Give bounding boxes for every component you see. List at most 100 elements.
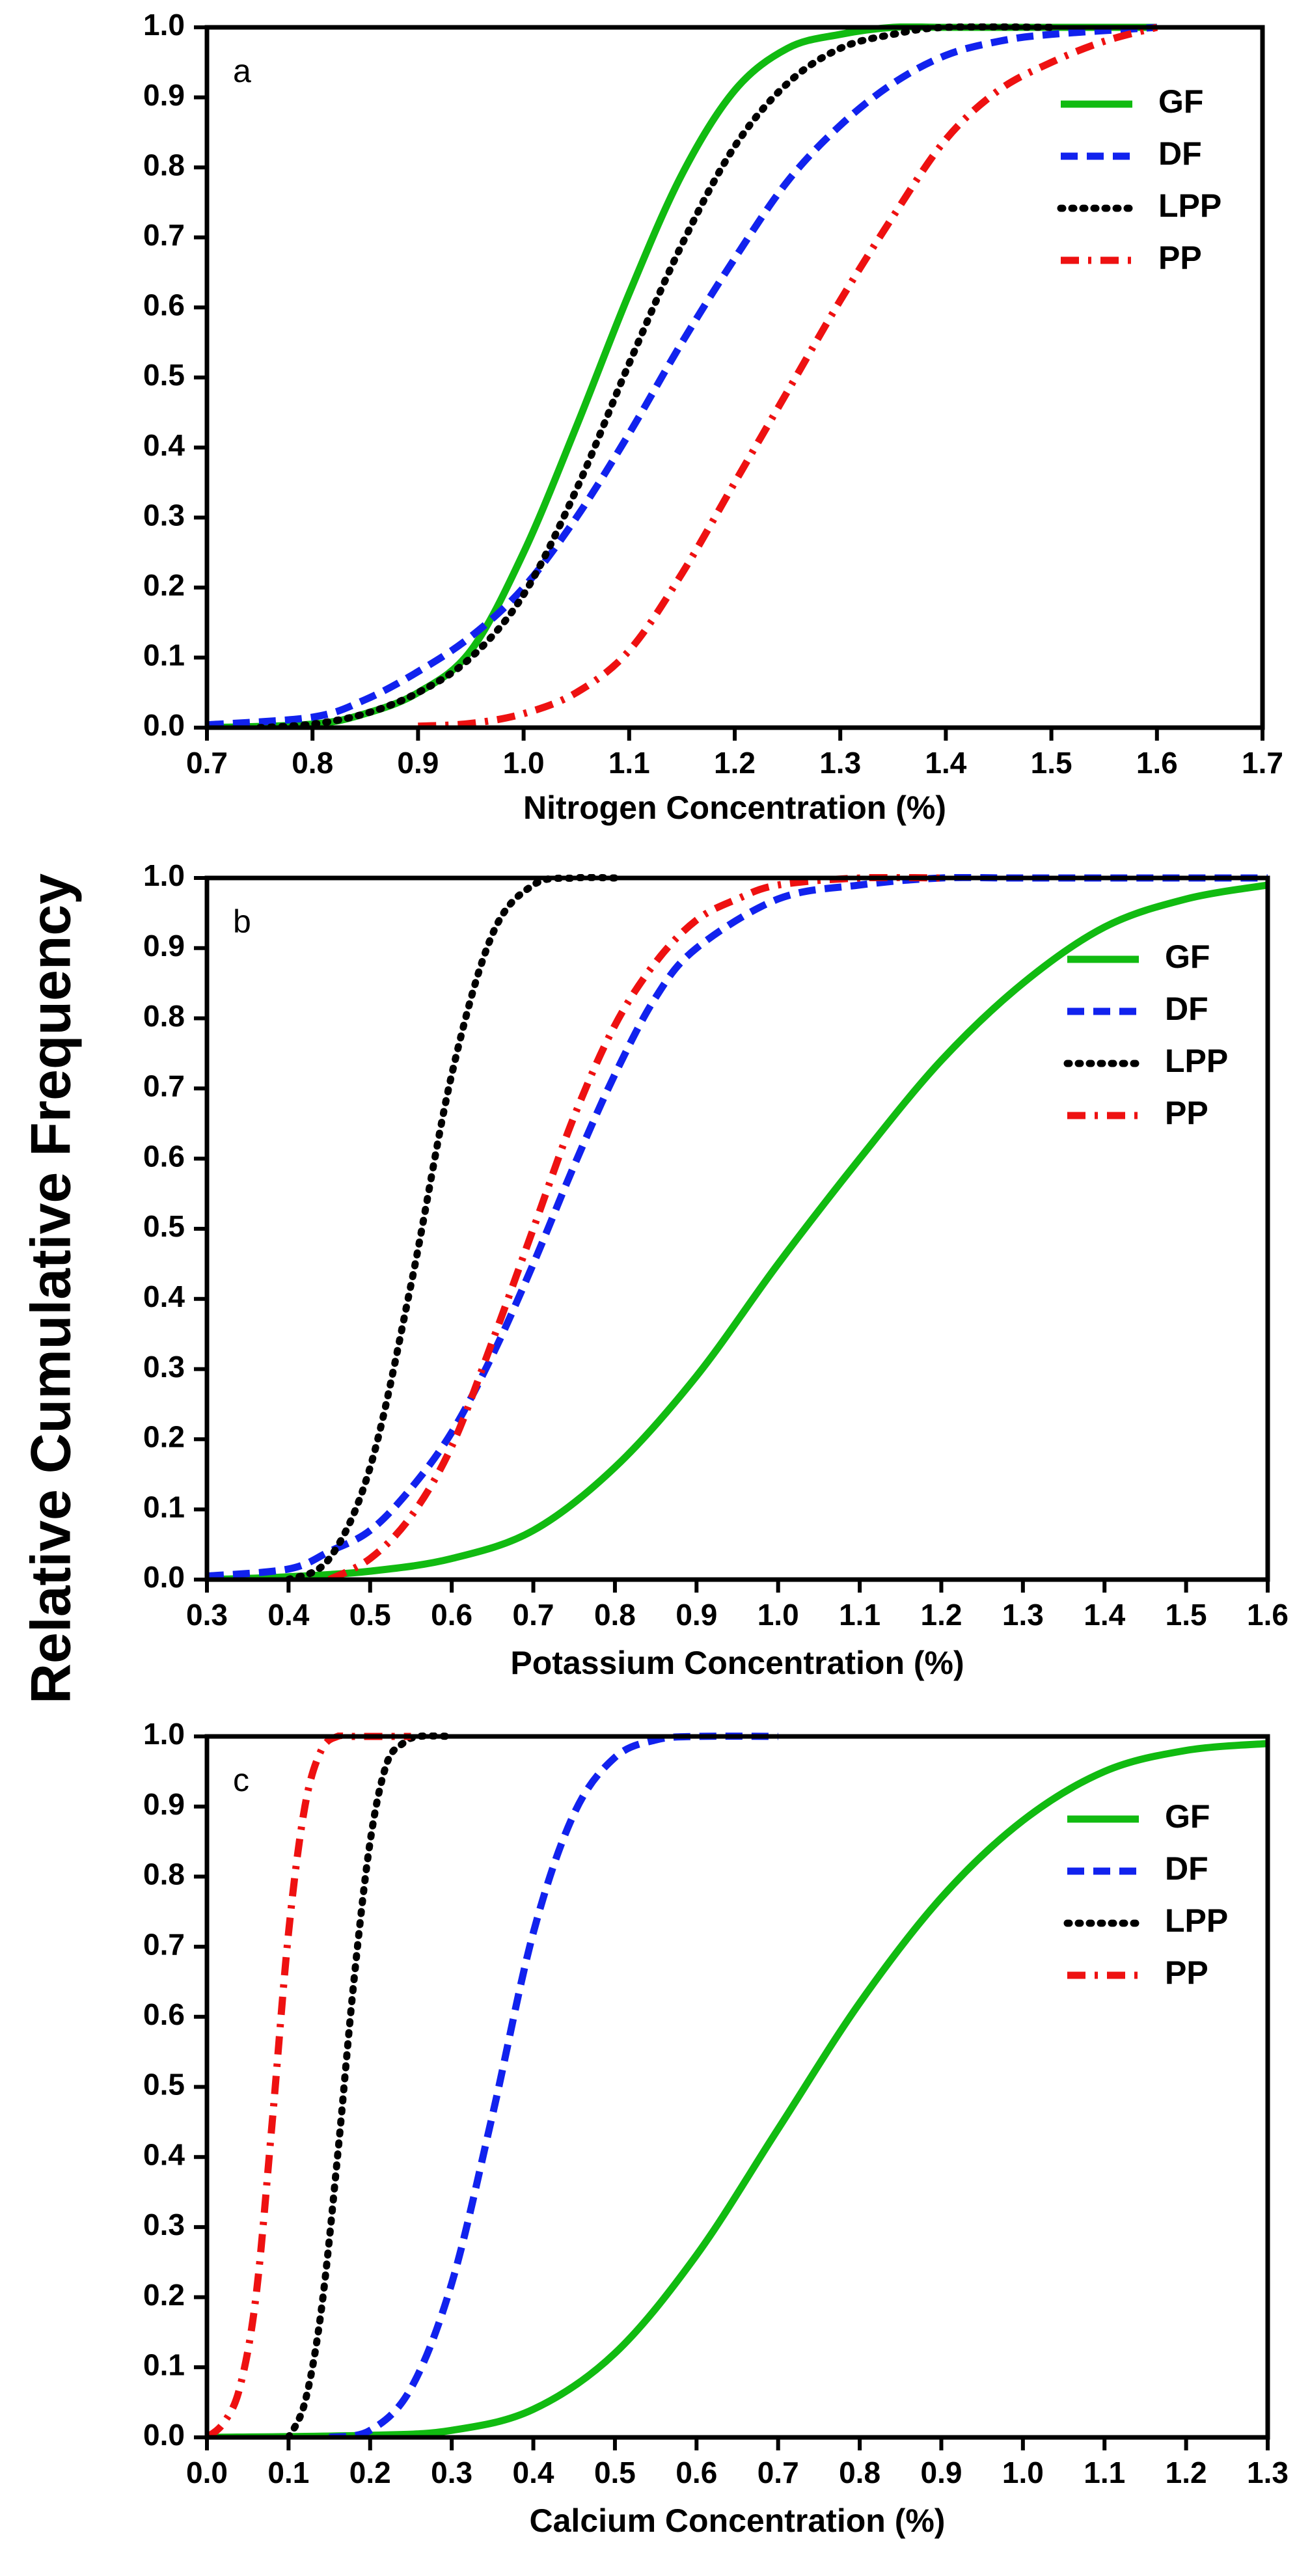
legend-label-lpp: LPP [1165,1043,1228,1079]
x-tick-label: 1.3 [1247,2456,1289,2489]
x-tick-label: 1.5 [1166,1598,1207,1632]
y-tick-label: 0.4 [143,1280,185,1313]
legend-label-pp: PP [1165,1954,1208,1991]
x-tick-label: 0.0 [186,2456,228,2489]
y-tick-label: 0.5 [143,1209,185,1243]
y-tick-label: 0.4 [143,428,185,462]
legend-label-df: DF [1165,1850,1208,1887]
legend-label-gf: GF [1165,1798,1210,1835]
y-tick-label: 0.0 [143,1560,185,1594]
plot-frame [204,25,1265,730]
legend-label-pp: PP [1165,1095,1208,1131]
x-tick-label: 0.4 [267,1598,309,1632]
plot-frame [204,1734,1270,2440]
x-tick-label: 1.0 [503,746,545,780]
y-tick-label: 0.1 [143,1490,185,1524]
chart-panel-c: 0.0 0.1 0.2 0.3 0.4 0.5 0.6 0.7 0.8 0.9 1.0 0.0 0.1 0… [143,1717,1289,2539]
x-tick-label: 1.4 [925,746,966,780]
series-line-lpp [284,874,619,1580]
y-tick-label: 0.9 [143,78,185,112]
y-tick-label: 0.8 [143,1857,185,1891]
y-tick-label: 0.3 [143,1350,185,1384]
series-group [207,1733,1268,2437]
y-tick-label: 0.7 [143,1069,185,1103]
x-tick-label: 1.4 [1084,1598,1125,1632]
x-tick-label: 0.7 [757,2456,799,2489]
y-tick-label: 0.6 [143,1997,185,2031]
x-tick-label: 1.7 [1242,746,1283,780]
x-tick-label: 1.1 [1084,2456,1125,2489]
x-axis-label: Calcium Concentration (%) [530,2502,946,2539]
x-tick-label: 1.3 [819,746,861,780]
legend: GF DF LPP PP [1063,939,1228,1131]
series-line-gf [207,23,1157,728]
legend-label-gf: GF [1158,83,1203,120]
x-tick-label: 0.2 [349,2456,391,2489]
x-tick-label: 1.6 [1136,746,1178,780]
legend-label-pp: PP [1158,240,1202,276]
x-tick-label: 1.0 [1002,2456,1044,2489]
x-tick-label: 0.8 [292,746,333,780]
x-axis-label: Potassium Concentration (%) [510,1645,964,1681]
y-tick-label: 1.0 [143,858,185,892]
legend-label-df: DF [1158,135,1202,172]
series-line-df [329,1733,778,2437]
y-tick-label: 0.7 [143,218,185,252]
y-tick-label: 0.0 [143,2418,185,2452]
y-tick-label: 0.2 [143,1420,185,1454]
x-tick-label: 0.9 [675,1598,717,1632]
legend-label-df: DF [1165,991,1208,1027]
y-tick-label: 0.2 [143,568,185,602]
chart-panel-b: 0.0 0.1 0.2 0.3 0.4 0.5 0.6 0.7 0.8 0.9 1.0 0.3 0.4 0… [143,858,1289,1681]
x-tick-label: 0.9 [397,746,439,780]
x-tick-label: 1.5 [1031,746,1072,780]
y-tick-label: 0.1 [143,2348,185,2381]
shared-ylabel: Relative Cumulative Frequency [20,873,83,1704]
series-line-df [207,23,1158,728]
y-tick-label: 0.8 [143,999,185,1033]
series-line-gf [207,881,1268,1580]
x-tick-label: 0.8 [594,1598,636,1632]
x-tick-label: 0.8 [839,2456,880,2489]
x-tick-label: 0.3 [431,2456,472,2489]
x-tick-label: 0.4 [513,2456,554,2489]
x-tick-label: 1.6 [1247,1598,1289,1632]
series-line-gf [207,1740,1268,2437]
x-tick-label: 0.7 [513,1598,554,1632]
series-line-pp [327,874,942,1580]
series-line-pp [418,23,1158,728]
y-tick-label: 0.6 [143,1139,185,1173]
x-tick-label: 0.3 [186,1598,228,1632]
x-tick-label: 1.1 [608,746,650,780]
legend-label-lpp: LPP [1165,1902,1228,1939]
series-line-pp [207,1733,411,2437]
panel-letter: a [233,53,251,89]
x-axis-label: Nitrogen Concentration (%) [523,789,946,826]
panel-letter: b [233,903,251,940]
x-tick-label: 0.1 [267,2456,309,2489]
x-tick-label: 1.2 [920,1598,962,1632]
y-tick-label: 1.0 [143,8,185,42]
panel-letter: c [233,1762,249,1798]
series-group [207,23,1158,728]
y-tick-label: 0.3 [143,498,185,532]
x-tick-label: 0.5 [594,2456,636,2489]
y-tick-label: 0.5 [143,358,185,392]
y-tick-label: 0.4 [143,2137,185,2171]
y-tick-label: 0.9 [143,929,185,963]
x-tick-label: 1.2 [1166,2456,1207,2489]
legend-label-gf: GF [1165,939,1210,975]
x-tick-label: 0.7 [186,746,228,780]
x-tick-label: 0.6 [431,1598,472,1632]
legend: GF DF LPP PP [1063,1798,1228,1991]
x-tick-label: 1.1 [839,1598,880,1632]
y-tick-label: 0.6 [143,288,185,322]
series-line-lpp [284,1733,456,2437]
y-tick-label: 0.8 [143,148,185,182]
plot-frame [204,875,1270,1582]
x-tick-label: 1.2 [714,746,756,780]
x-tick-label: 0.6 [675,2456,717,2489]
x-tick-label: 0.9 [920,2456,962,2489]
series-line-lpp [256,23,1056,728]
x-tick-label: 0.5 [349,1598,391,1632]
